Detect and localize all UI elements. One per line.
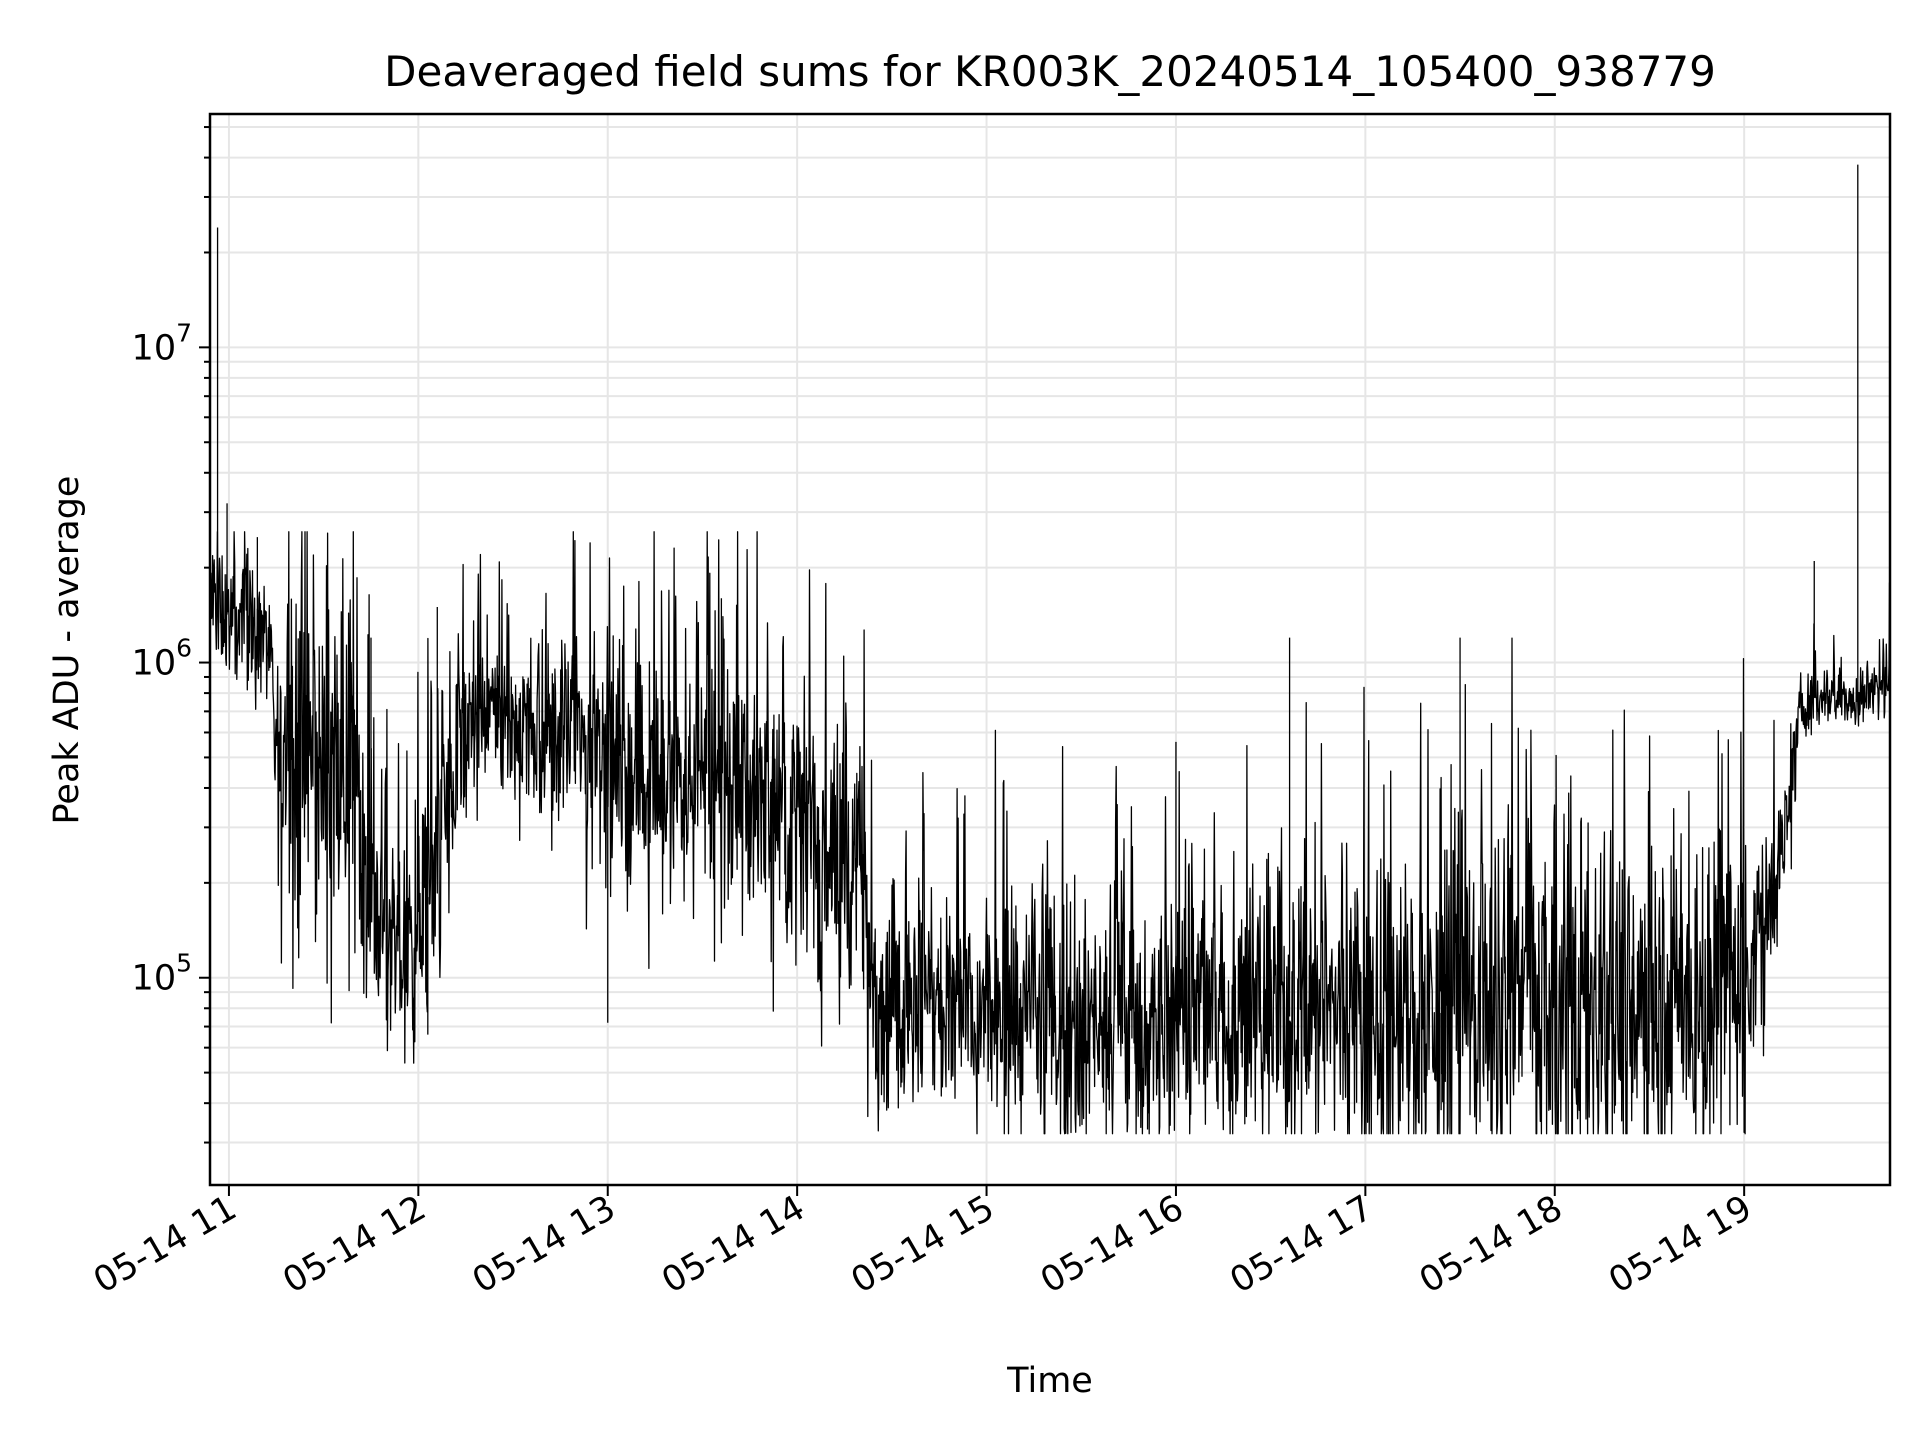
y-tick-base: 10 (132, 328, 177, 368)
x-tick-label: 05-14 17 (1224, 1188, 1380, 1301)
y-tick-exponent: 5 (176, 949, 192, 978)
series-line-field-sums (209, 531, 1891, 1135)
x-tick-label: 05-14 14 (655, 1188, 811, 1301)
x-tick-label: 05-14 19 (1602, 1188, 1758, 1301)
y-tick-exponent: 7 (176, 318, 192, 347)
x-tick-label: 05-14 13 (466, 1188, 622, 1301)
x-tick-label: 05-14 11 (87, 1188, 243, 1301)
x-tick-label: 05-14 18 (1413, 1188, 1569, 1301)
y-axis-label: Peak ADU - average (47, 476, 87, 825)
x-tick-label: 05-14 12 (277, 1188, 433, 1301)
chart-title: Deaveraged field sums for KR003K_2024051… (384, 47, 1716, 96)
spike-layer (216, 164, 1859, 1130)
x-tick-label: 05-14 15 (845, 1188, 1001, 1301)
y-tick-base: 10 (132, 959, 177, 999)
y-tick-label: 105 (132, 949, 192, 999)
x-axis-label: Time (1006, 1361, 1093, 1401)
y-tick-label: 107 (132, 318, 192, 368)
x-tick-label: 05-14 16 (1034, 1188, 1190, 1301)
y-tick-label: 106 (132, 634, 192, 684)
y-tick-exponent: 6 (176, 634, 192, 663)
plot-frame (208, 112, 1892, 1187)
series-layer (209, 531, 1891, 1135)
y-tick-base: 10 (132, 644, 177, 684)
